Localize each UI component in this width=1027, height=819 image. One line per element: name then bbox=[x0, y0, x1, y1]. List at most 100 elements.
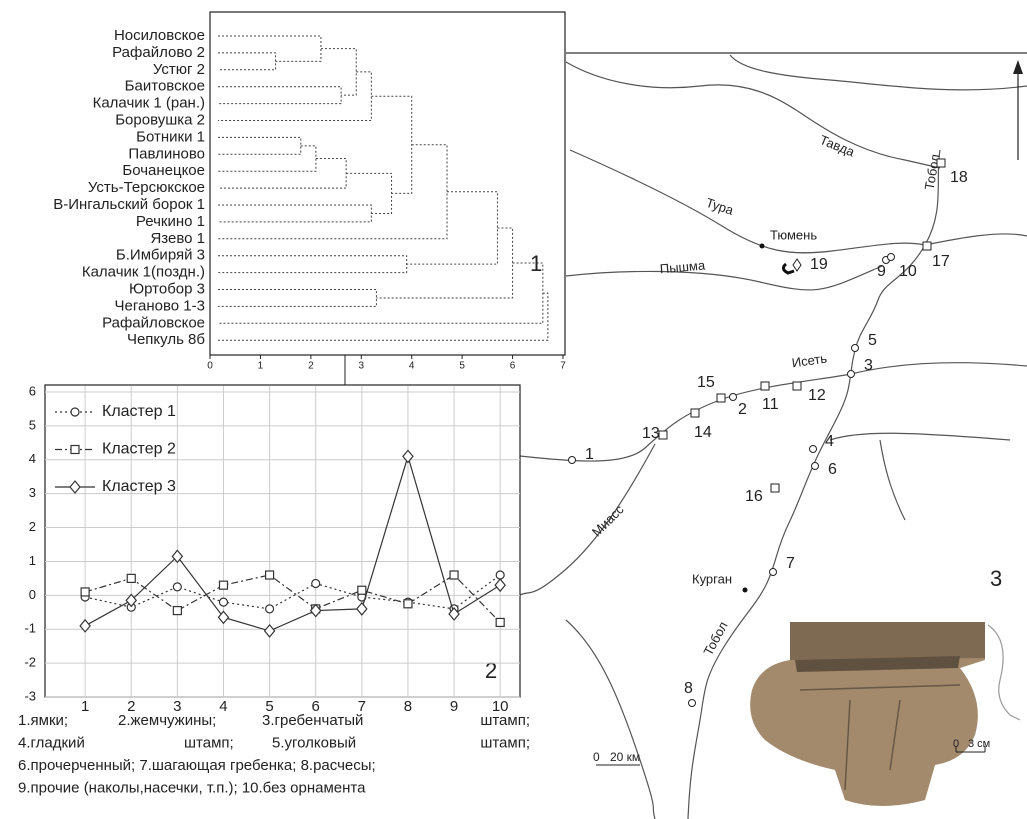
y-tick-label: 4 bbox=[29, 451, 36, 466]
site-number: 15 bbox=[697, 374, 715, 391]
river bbox=[565, 61, 941, 169]
site-marker bbox=[568, 456, 576, 464]
river-label: Тобол bbox=[700, 619, 730, 658]
site-number: 18 bbox=[950, 169, 968, 186]
site-number: 14 bbox=[694, 424, 712, 441]
legend-label: Кластер 1 bbox=[102, 403, 176, 420]
site-number: 6 bbox=[828, 461, 837, 478]
leaf-label: Устюг 2 bbox=[153, 61, 205, 78]
leaf-label: Ботники 1 bbox=[136, 128, 205, 145]
city-dot bbox=[742, 587, 748, 593]
point bbox=[218, 580, 229, 590]
site-number: 8 bbox=[684, 680, 693, 697]
series-line bbox=[84, 574, 501, 623]
river bbox=[729, 54, 1027, 91]
point bbox=[357, 585, 367, 595]
caption-text: 3.гребенчатый bbox=[262, 712, 363, 729]
site-marker bbox=[769, 568, 777, 576]
site-number: 13 bbox=[642, 425, 660, 442]
point bbox=[79, 618, 91, 633]
legend-label: Кластер 3 bbox=[102, 478, 176, 495]
x-tick-label: 3 bbox=[173, 698, 181, 715]
point bbox=[172, 582, 182, 592]
point bbox=[449, 570, 459, 580]
river bbox=[519, 443, 656, 596]
x-tick-label: 1 bbox=[258, 361, 264, 372]
x-tick-label: 2 bbox=[127, 698, 135, 715]
point bbox=[448, 607, 460, 621]
river bbox=[829, 432, 1011, 521]
site-marker bbox=[811, 462, 819, 470]
site-symbol bbox=[792, 258, 802, 272]
river-label: Тура bbox=[704, 195, 736, 218]
x-tick-label: 3 bbox=[359, 361, 365, 372]
dendrogram-link bbox=[218, 86, 342, 105]
river-label: Исеть bbox=[791, 351, 828, 371]
site-marker bbox=[922, 241, 932, 251]
site-marker bbox=[936, 158, 946, 168]
x-tick-label: 7 bbox=[358, 698, 366, 715]
point bbox=[126, 573, 136, 583]
y-tick-label: -1 bbox=[24, 621, 36, 636]
site-number: 12 bbox=[808, 387, 826, 404]
river-label: Миасс bbox=[589, 501, 627, 539]
scale-label: 0 bbox=[593, 750, 600, 764]
river bbox=[924, 233, 1027, 246]
x-tick-label: 10 bbox=[492, 698, 509, 715]
caption-text: 1.ямки; bbox=[18, 712, 68, 729]
dendrogram-link bbox=[218, 52, 277, 71]
dendrogram-link bbox=[218, 292, 549, 341]
series-line bbox=[84, 454, 501, 632]
site-marker bbox=[760, 381, 770, 391]
site-number: 5 bbox=[868, 332, 877, 349]
y-tick-label: 1 bbox=[29, 553, 36, 568]
scale-label: 20 км bbox=[610, 750, 640, 764]
point bbox=[494, 578, 506, 593]
leaf-label: Речкино 1 bbox=[136, 213, 205, 230]
dendrogram-link bbox=[406, 191, 498, 265]
legend-marker bbox=[70, 407, 80, 417]
scale-bar bbox=[955, 746, 986, 753]
river bbox=[569, 149, 926, 254]
site-number: 19 bbox=[810, 256, 828, 273]
city-label: Тюмень bbox=[770, 227, 817, 242]
x-tick-label: 6 bbox=[312, 698, 320, 715]
site-number: 2 bbox=[738, 401, 747, 418]
caption-text: 9.прочие (наколы,насечки, т.п.); 10.без … bbox=[18, 779, 366, 796]
caption-text: 4.гладкий bbox=[18, 734, 85, 751]
point bbox=[171, 549, 184, 564]
map: Тавда Тобол Тура Тюмень Пышма Исеть Миас… bbox=[519, 52, 1027, 819]
panel-label: 1 bbox=[530, 251, 542, 276]
pottery-photo bbox=[750, 622, 1021, 806]
leaf-label: Носиловское bbox=[114, 27, 205, 44]
leaf-label: Чеганово 1-3 bbox=[115, 297, 205, 314]
leaf-label: Рафайловское bbox=[102, 314, 205, 331]
leaf-label: Бочанецкое bbox=[122, 162, 205, 179]
site-marker bbox=[658, 430, 668, 440]
site-marker bbox=[688, 699, 696, 707]
leaf-label: Чепкуль 8б bbox=[127, 331, 205, 348]
x-tick-label: 8 bbox=[404, 698, 412, 715]
point bbox=[172, 605, 182, 616]
site-marker bbox=[809, 445, 817, 453]
dendrogram-link bbox=[218, 71, 372, 121]
river bbox=[565, 619, 656, 819]
city-label: Курган bbox=[692, 571, 732, 586]
site-number: 10 bbox=[899, 263, 917, 280]
point bbox=[356, 601, 368, 616]
x-tick-label: 4 bbox=[219, 698, 227, 715]
site-marker bbox=[716, 393, 726, 403]
panel-label: 3 bbox=[990, 566, 1002, 591]
y-tick-label: 5 bbox=[29, 417, 36, 432]
site-marker bbox=[690, 408, 700, 418]
city-dot bbox=[759, 243, 765, 249]
leaf-label: Юртобор 3 bbox=[129, 280, 205, 297]
leaf-label: Калачик 1 (ран.) bbox=[93, 95, 205, 112]
dendrogram-link bbox=[320, 48, 357, 96]
site-marker bbox=[887, 253, 895, 261]
leaf-label: Язево 1 bbox=[150, 230, 205, 247]
legend-label: Кластер 2 bbox=[102, 441, 176, 458]
x-tick-label: 5 bbox=[459, 361, 465, 372]
